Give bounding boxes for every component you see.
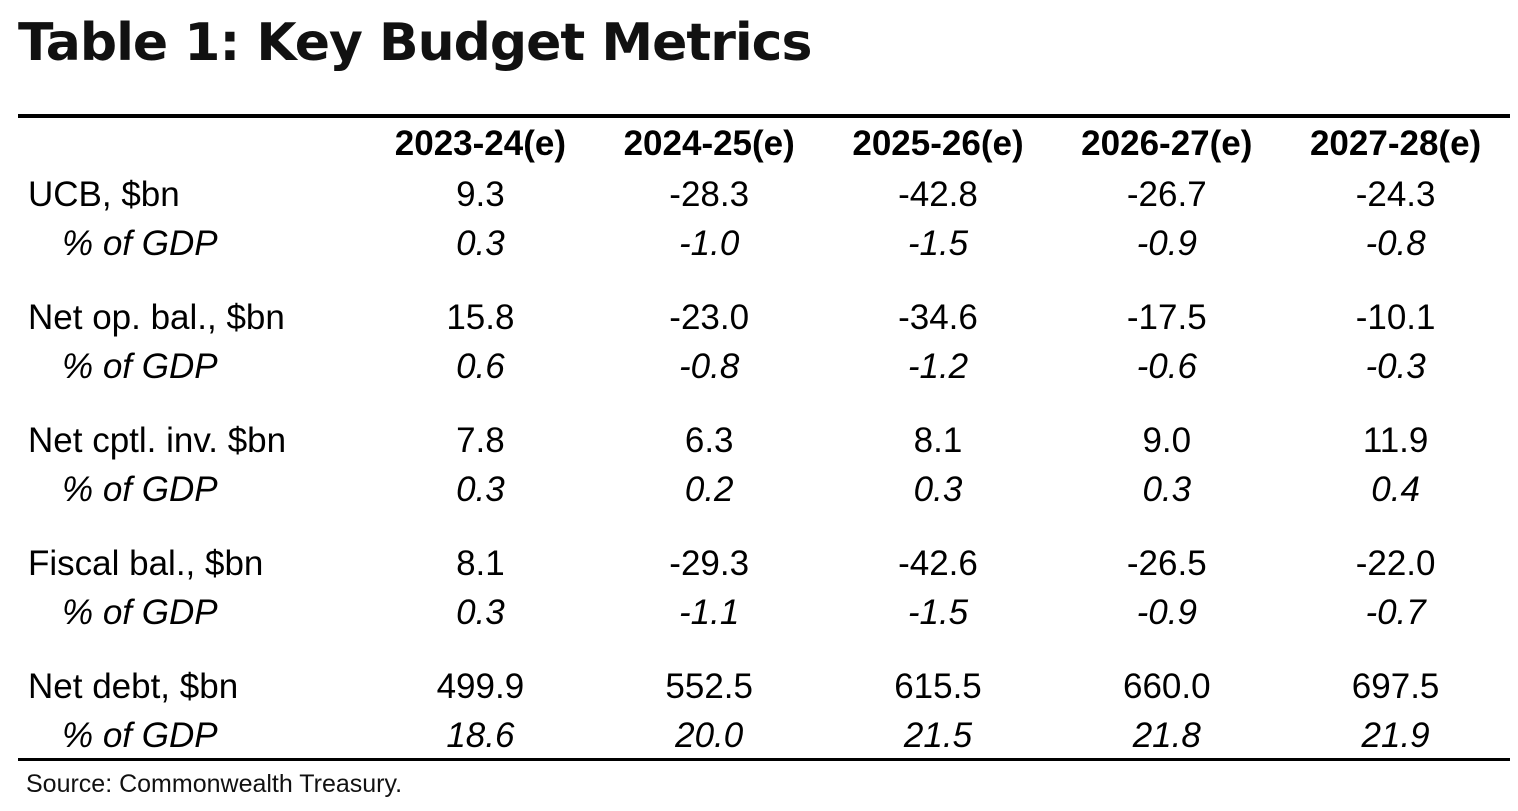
value-cell: 11.9 bbox=[1362, 420, 1429, 460]
value-cell: 7.8 bbox=[456, 420, 505, 460]
value-cell: 9.3 bbox=[456, 174, 505, 214]
row-label: Net op. bal., $bn bbox=[28, 297, 285, 337]
row-spacer bbox=[18, 514, 1510, 539]
column-header: 2026-27(e) bbox=[1081, 124, 1253, 163]
value-cell: -28.3 bbox=[669, 174, 750, 214]
value-cell: 21.8 bbox=[1132, 715, 1201, 755]
value-cell: 8.1 bbox=[913, 420, 963, 460]
row-label: Fiscal bal., $bn bbox=[28, 543, 264, 583]
value-cell: -1.5 bbox=[907, 592, 969, 632]
table-row: % of GDP 0.3 0.2 0.3 0.3 0.4 bbox=[18, 465, 1510, 514]
table-row: Fiscal bal., $bn 8.1 -29.3 -42.6 -26.5 -… bbox=[18, 539, 1510, 588]
value-cell: 9.0 bbox=[1142, 420, 1192, 460]
column-header: 2024-25(e) bbox=[623, 124, 795, 163]
budget-metrics-table: 2023-24(e) 2024-25(e) 2025-26(e) 2026-27… bbox=[18, 118, 1510, 760]
value-cell: -26.7 bbox=[1126, 174, 1207, 214]
row-label: % of GDP bbox=[62, 223, 218, 263]
column-header: 2025-26(e) bbox=[852, 124, 1024, 163]
value-cell: 21.9 bbox=[1361, 715, 1430, 755]
value-cell: 0.3 bbox=[913, 469, 963, 509]
value-cell: 0.3 bbox=[456, 592, 505, 632]
value-cell: -0.3 bbox=[1365, 346, 1426, 386]
value-cell: 0.4 bbox=[1371, 469, 1420, 509]
value-cell: -34.6 bbox=[898, 297, 978, 337]
value-cell: -26.5 bbox=[1126, 543, 1207, 583]
value-cell: 660.0 bbox=[1122, 666, 1211, 706]
value-cell: 8.1 bbox=[456, 543, 505, 583]
row-label: UCB, $bn bbox=[28, 174, 180, 214]
value-cell: -0.7 bbox=[1365, 592, 1426, 632]
value-cell: -0.9 bbox=[1136, 592, 1197, 632]
source-note: Source: Commonwealth Treasury. bbox=[26, 770, 403, 798]
value-cell: -1.5 bbox=[907, 223, 969, 263]
value-cell: -23.0 bbox=[669, 297, 750, 337]
value-cell: -42.8 bbox=[898, 174, 978, 214]
value-cell: 0.2 bbox=[684, 469, 734, 509]
value-cell: -42.6 bbox=[898, 543, 978, 583]
value-cell: -0.9 bbox=[1136, 223, 1197, 263]
table-row: Net cptl. inv. $bn 7.8 6.3 8.1 9.0 11.9 bbox=[18, 416, 1510, 465]
row-label: Net cptl. inv. $bn bbox=[28, 420, 287, 460]
header-label-cell bbox=[18, 118, 366, 170]
value-cell: -1.2 bbox=[907, 346, 969, 386]
table-row: % of GDP 0.3 -1.0 -1.5 -0.9 -0.8 bbox=[18, 219, 1510, 268]
row-label: % of GDP bbox=[62, 592, 218, 632]
value-cell: -1.0 bbox=[679, 223, 740, 263]
value-cell: 0.3 bbox=[1142, 469, 1192, 509]
value-cell: 697.5 bbox=[1351, 666, 1440, 706]
value-cell: 20.0 bbox=[675, 715, 744, 755]
value-cell: 18.6 bbox=[446, 715, 515, 755]
value-cell: -17.5 bbox=[1126, 297, 1207, 337]
row-spacer bbox=[18, 268, 1510, 293]
page-title: Table 1: Key Budget Metrics bbox=[18, 13, 812, 73]
row-spacer bbox=[18, 391, 1510, 416]
row-label: Net debt, $bn bbox=[28, 666, 239, 706]
table-row: Net op. bal., $bn 15.8 -23.0 -34.6 -17.5… bbox=[18, 293, 1510, 342]
value-cell: -10.1 bbox=[1355, 297, 1436, 337]
value-cell: 0.6 bbox=[456, 346, 505, 386]
row-label: % of GDP bbox=[62, 715, 218, 755]
value-cell: 0.3 bbox=[456, 469, 505, 509]
column-header: 2027-28(e) bbox=[1309, 124, 1482, 163]
table-row: % of GDP 0.6 -0.8 -1.2 -0.6 -0.3 bbox=[18, 342, 1510, 391]
value-cell: -0.6 bbox=[1136, 346, 1197, 386]
table-row: UCB, $bn 9.3 -28.3 -42.8 -26.7 -24.3 bbox=[18, 170, 1510, 219]
value-cell: 499.9 bbox=[436, 666, 525, 706]
value-cell: 615.5 bbox=[894, 666, 982, 706]
column-header: 2023-24(e) bbox=[394, 124, 567, 163]
value-cell: 15.8 bbox=[446, 297, 515, 337]
value-cell: 552.5 bbox=[665, 666, 753, 706]
value-cell: -29.3 bbox=[669, 543, 750, 583]
table-row: Net debt, $bn 499.9 552.5 615.5 660.0 69… bbox=[18, 662, 1510, 711]
header-row: 2023-24(e) 2024-25(e) 2025-26(e) 2026-27… bbox=[18, 118, 1510, 170]
table-row: % of GDP 18.6 20.0 21.5 21.8 21.9 bbox=[18, 711, 1510, 760]
value-cell: 6.3 bbox=[684, 420, 734, 460]
value-cell: 0.3 bbox=[456, 223, 505, 263]
table-bottom-rule bbox=[18, 758, 1510, 761]
value-cell: -22.0 bbox=[1355, 543, 1436, 583]
value-cell: -1.1 bbox=[679, 592, 740, 632]
value-cell: -0.8 bbox=[1365, 223, 1426, 263]
table-row: % of GDP 0.3 -1.1 -1.5 -0.9 -0.7 bbox=[18, 588, 1510, 637]
row-spacer bbox=[18, 637, 1510, 662]
value-cell: 21.5 bbox=[903, 715, 973, 755]
value-cell: -24.3 bbox=[1355, 174, 1436, 214]
row-label: % of GDP bbox=[62, 469, 218, 509]
table-top-rule bbox=[18, 114, 1510, 118]
row-label: % of GDP bbox=[62, 346, 218, 386]
value-cell: -0.8 bbox=[679, 346, 740, 386]
